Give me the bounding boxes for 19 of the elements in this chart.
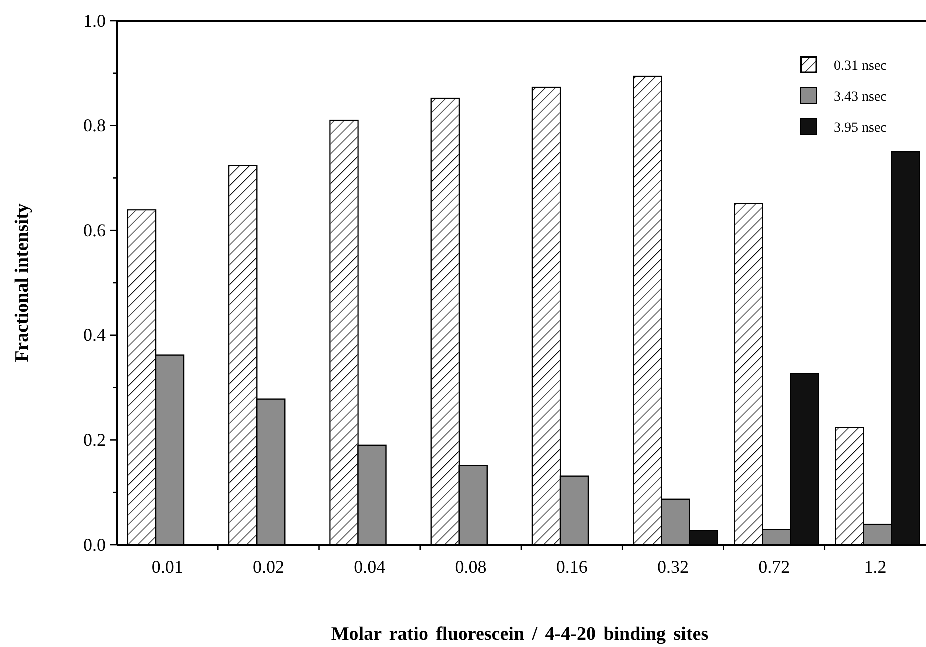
- y-tick-label: 1.0: [84, 10, 106, 31]
- y-tick-label: 0.4: [84, 325, 106, 346]
- x-tick-label: 0.32: [657, 557, 689, 578]
- legend-label: 3.43 nsec: [834, 90, 887, 105]
- x-axis-title: Molar ratio fluorescein / 4-4-20 binding sites: [331, 624, 709, 645]
- y-tick-label: 0.8: [84, 116, 106, 136]
- y-axis-title: Fractional intensity: [12, 203, 33, 362]
- legend-label: 0.31 nsec: [834, 59, 887, 74]
- y-tick-label: 0.0: [84, 534, 106, 555]
- x-tick-label: 0.01: [152, 557, 184, 578]
- y-tick-label: 0.2: [84, 430, 106, 450]
- x-tick-label: 0.08: [455, 557, 487, 578]
- legend-label: 3.95 nsec: [834, 121, 887, 136]
- x-tick-label: 0.04: [354, 557, 386, 578]
- x-tick-label: 0.02: [252, 557, 284, 578]
- x-tick-label: 1.2: [864, 557, 887, 578]
- x-tick-label: 0.72: [758, 557, 790, 578]
- x-tick-label: 0.16: [556, 557, 588, 578]
- y-tick-label: 0.6: [84, 220, 106, 240]
